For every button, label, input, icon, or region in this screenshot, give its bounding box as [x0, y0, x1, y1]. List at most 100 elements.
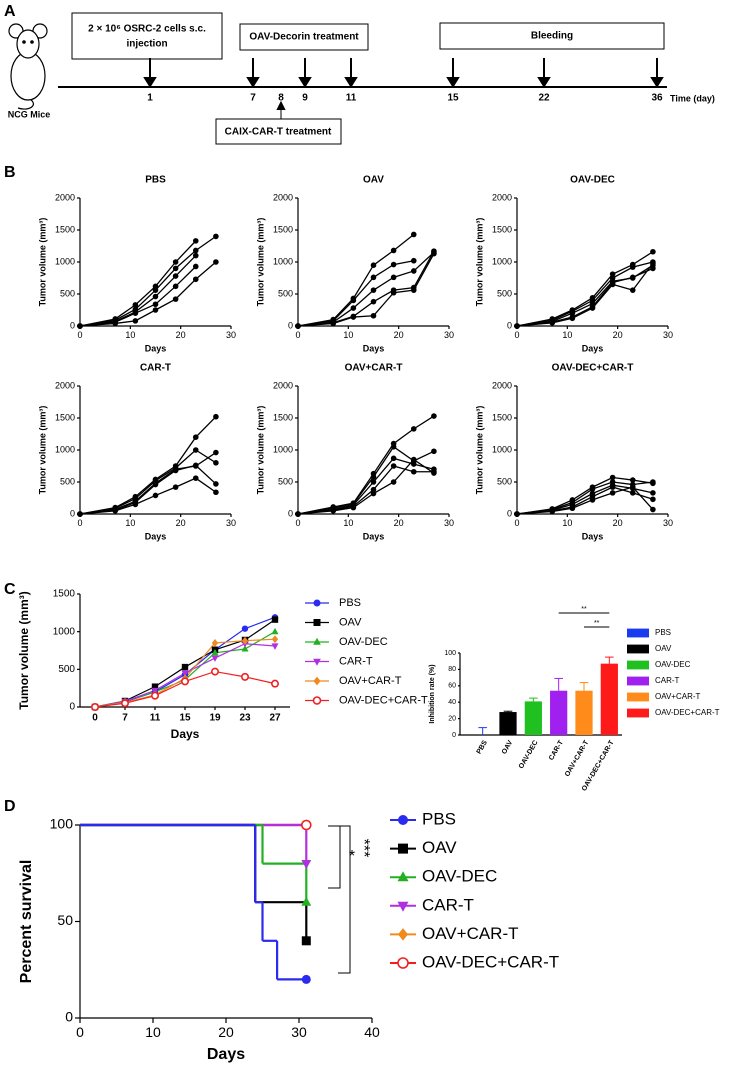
data-point	[271, 616, 279, 623]
y-tick-label: 40	[448, 699, 456, 706]
legend-label: OAV+CAR-T	[422, 924, 519, 943]
bar	[524, 701, 542, 735]
arrow-head	[344, 77, 358, 88]
x-tick-label: 20	[176, 518, 186, 528]
data-point	[151, 691, 160, 700]
data-point	[330, 320, 337, 327]
data-point	[390, 247, 397, 254]
data-point	[390, 289, 397, 296]
legend-swatch	[627, 628, 649, 638]
legend-marker	[313, 619, 321, 626]
chart: 0 500 1000 1500 2000 0 10 20 30 OAV+CAR-T Days Tumo…	[255, 363, 454, 542]
y-axis-label: Tumor volume (mm³)	[255, 406, 265, 495]
y-tick-label: 1500	[492, 224, 512, 234]
data-point	[181, 670, 189, 677]
y-tick-label: 80	[448, 666, 456, 673]
x-axis-label: Days	[207, 1046, 245, 1063]
data-point	[629, 484, 636, 490]
data-point	[514, 511, 520, 517]
chart: 0 500 1000 1500 2000 0 10 20 30 OAV-DEC Days Tumor …	[474, 175, 673, 354]
x-tick-label: 0	[76, 1024, 84, 1040]
car-t-box	[215, 118, 342, 145]
data-point	[181, 663, 189, 671]
legend-label: PBS	[422, 809, 456, 828]
series-line	[94, 616, 276, 708]
chart-title: OAV-DEC+CAR-T	[552, 363, 634, 374]
data-point	[629, 287, 636, 293]
y-tick-label: 50	[57, 912, 73, 928]
y-tick-label: 2000	[55, 380, 75, 390]
arrow-head	[446, 77, 460, 88]
data-point	[569, 315, 576, 322]
data-point	[295, 323, 301, 329]
data-point	[390, 479, 397, 485]
chart-title: CAR-T	[140, 363, 171, 374]
y-tick-label: 2000	[492, 192, 512, 202]
data-point	[192, 462, 199, 469]
bar	[550, 690, 568, 735]
day-label: 1	[147, 93, 153, 104]
y-tick-label: 500	[278, 288, 293, 298]
y-tick-label: 1500	[53, 589, 76, 600]
data-point	[410, 287, 417, 293]
legend-marker	[312, 696, 322, 705]
legend-label: OAV	[655, 644, 672, 653]
mouse-eye	[22, 40, 26, 44]
data-point	[589, 486, 596, 492]
data-point	[112, 508, 119, 514]
box-text: 2 × 10⁶ OSRC-2 cells s.c.	[88, 24, 206, 35]
y-tick-label: 1000	[273, 444, 293, 454]
data-point	[152, 307, 159, 313]
y-tick-label: 500	[58, 664, 75, 675]
data-point	[295, 511, 301, 517]
data-point	[181, 677, 190, 686]
arrows	[143, 58, 664, 119]
virus-box	[239, 23, 369, 51]
data-point	[77, 323, 83, 329]
x-tick-label: 40	[364, 1024, 380, 1040]
significance-label: *	[349, 848, 355, 865]
data-point	[569, 505, 576, 512]
series-line	[79, 240, 197, 327]
y-tick-label: 500	[60, 476, 75, 486]
arrow-head	[143, 77, 157, 88]
x-axis-label: Days	[582, 343, 604, 353]
significance-label: ***	[355, 839, 372, 858]
x-tick-label: 15	[179, 713, 191, 724]
y-tick-label: 500	[60, 288, 75, 298]
legend-marker	[313, 658, 321, 666]
x-tick-label: OAV	[501, 739, 515, 755]
y-axis-label: Tumor volume (mm³)	[474, 406, 484, 495]
series-line	[79, 266, 197, 327]
data-point	[609, 271, 616, 277]
data-point	[301, 936, 311, 946]
x-tick-label: 10	[343, 518, 353, 528]
data-point	[410, 461, 417, 467]
data-point	[192, 434, 199, 441]
data-point	[390, 274, 397, 281]
data-point	[549, 508, 556, 515]
data-point	[112, 320, 119, 327]
data-point	[629, 490, 636, 496]
data-point	[390, 444, 397, 450]
legend-label: OAV-DEC+CAR-T	[422, 952, 559, 971]
y-tick-label: 2000	[492, 380, 512, 390]
legend-label: OAV-DEC+CAR-T	[339, 694, 428, 706]
data-point	[410, 257, 417, 264]
bar	[600, 663, 618, 735]
x-tick-label: 30	[226, 330, 236, 340]
data-point	[172, 296, 179, 302]
legend-swatch	[627, 660, 649, 670]
significance-label: **	[581, 606, 587, 613]
arrow-head	[650, 77, 664, 88]
data-point	[213, 481, 219, 487]
data-point	[370, 486, 377, 493]
y-axis-label: Tumor volume (mm³)	[255, 218, 265, 307]
data-point	[549, 320, 556, 326]
x-tick-label: 30	[444, 330, 454, 340]
data-point	[410, 456, 417, 463]
data-point	[330, 508, 337, 514]
